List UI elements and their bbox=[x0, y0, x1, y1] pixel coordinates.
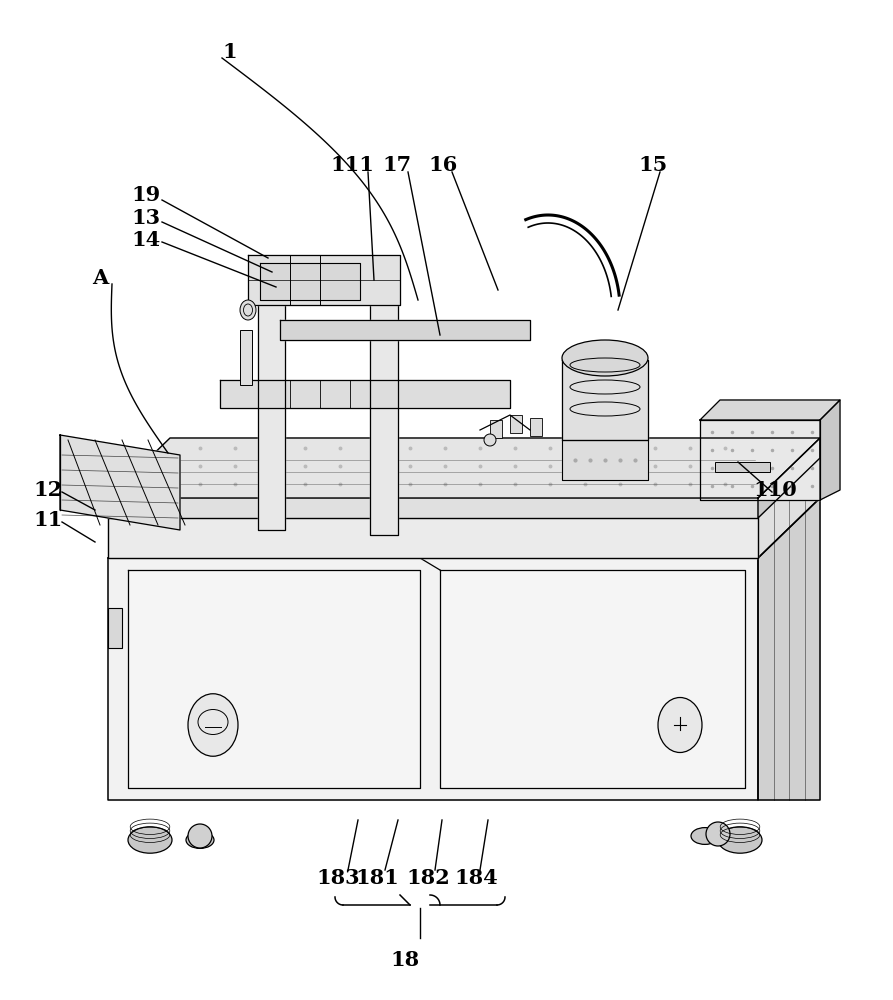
Polygon shape bbox=[700, 400, 840, 420]
Bar bbox=[530, 418, 542, 436]
Ellipse shape bbox=[186, 832, 214, 848]
Bar bbox=[108, 608, 122, 648]
Ellipse shape bbox=[718, 827, 762, 853]
Polygon shape bbox=[258, 290, 285, 530]
Text: 18: 18 bbox=[390, 950, 420, 970]
Ellipse shape bbox=[691, 828, 719, 844]
Text: 111: 111 bbox=[330, 155, 374, 175]
Text: 184: 184 bbox=[455, 868, 498, 888]
Polygon shape bbox=[220, 380, 510, 408]
Text: 15: 15 bbox=[638, 155, 668, 175]
Ellipse shape bbox=[240, 300, 256, 320]
Text: 181: 181 bbox=[355, 868, 399, 888]
Bar bbox=[490, 420, 502, 438]
Ellipse shape bbox=[658, 698, 702, 752]
Polygon shape bbox=[280, 320, 530, 340]
Polygon shape bbox=[370, 295, 398, 535]
Text: 13: 13 bbox=[131, 208, 161, 228]
Bar bbox=[715, 462, 770, 472]
Ellipse shape bbox=[188, 824, 212, 848]
Polygon shape bbox=[440, 570, 745, 788]
Ellipse shape bbox=[128, 827, 172, 853]
Polygon shape bbox=[108, 438, 820, 498]
Polygon shape bbox=[60, 435, 180, 530]
Text: 110: 110 bbox=[753, 480, 797, 500]
Polygon shape bbox=[758, 498, 820, 800]
Polygon shape bbox=[758, 438, 820, 518]
Text: 183: 183 bbox=[316, 868, 360, 888]
Bar bbox=[240, 330, 252, 385]
Ellipse shape bbox=[188, 694, 238, 756]
Text: 16: 16 bbox=[429, 155, 457, 175]
Text: 19: 19 bbox=[131, 185, 161, 205]
Polygon shape bbox=[248, 255, 400, 305]
Polygon shape bbox=[108, 518, 758, 558]
Polygon shape bbox=[260, 263, 360, 300]
Text: A: A bbox=[92, 268, 108, 288]
Text: 17: 17 bbox=[382, 155, 412, 175]
Ellipse shape bbox=[484, 434, 496, 446]
Polygon shape bbox=[108, 558, 758, 800]
Text: 182: 182 bbox=[406, 868, 450, 888]
Text: 11: 11 bbox=[33, 510, 63, 530]
Polygon shape bbox=[820, 400, 840, 500]
Polygon shape bbox=[108, 498, 820, 558]
Polygon shape bbox=[128, 570, 420, 788]
Polygon shape bbox=[562, 440, 648, 480]
Text: 14: 14 bbox=[131, 230, 161, 250]
Bar bbox=[510, 415, 522, 433]
Text: 12: 12 bbox=[33, 480, 63, 500]
Polygon shape bbox=[562, 360, 648, 440]
Ellipse shape bbox=[706, 822, 730, 846]
Ellipse shape bbox=[562, 340, 648, 376]
Text: 1: 1 bbox=[222, 42, 238, 62]
Polygon shape bbox=[700, 420, 820, 500]
